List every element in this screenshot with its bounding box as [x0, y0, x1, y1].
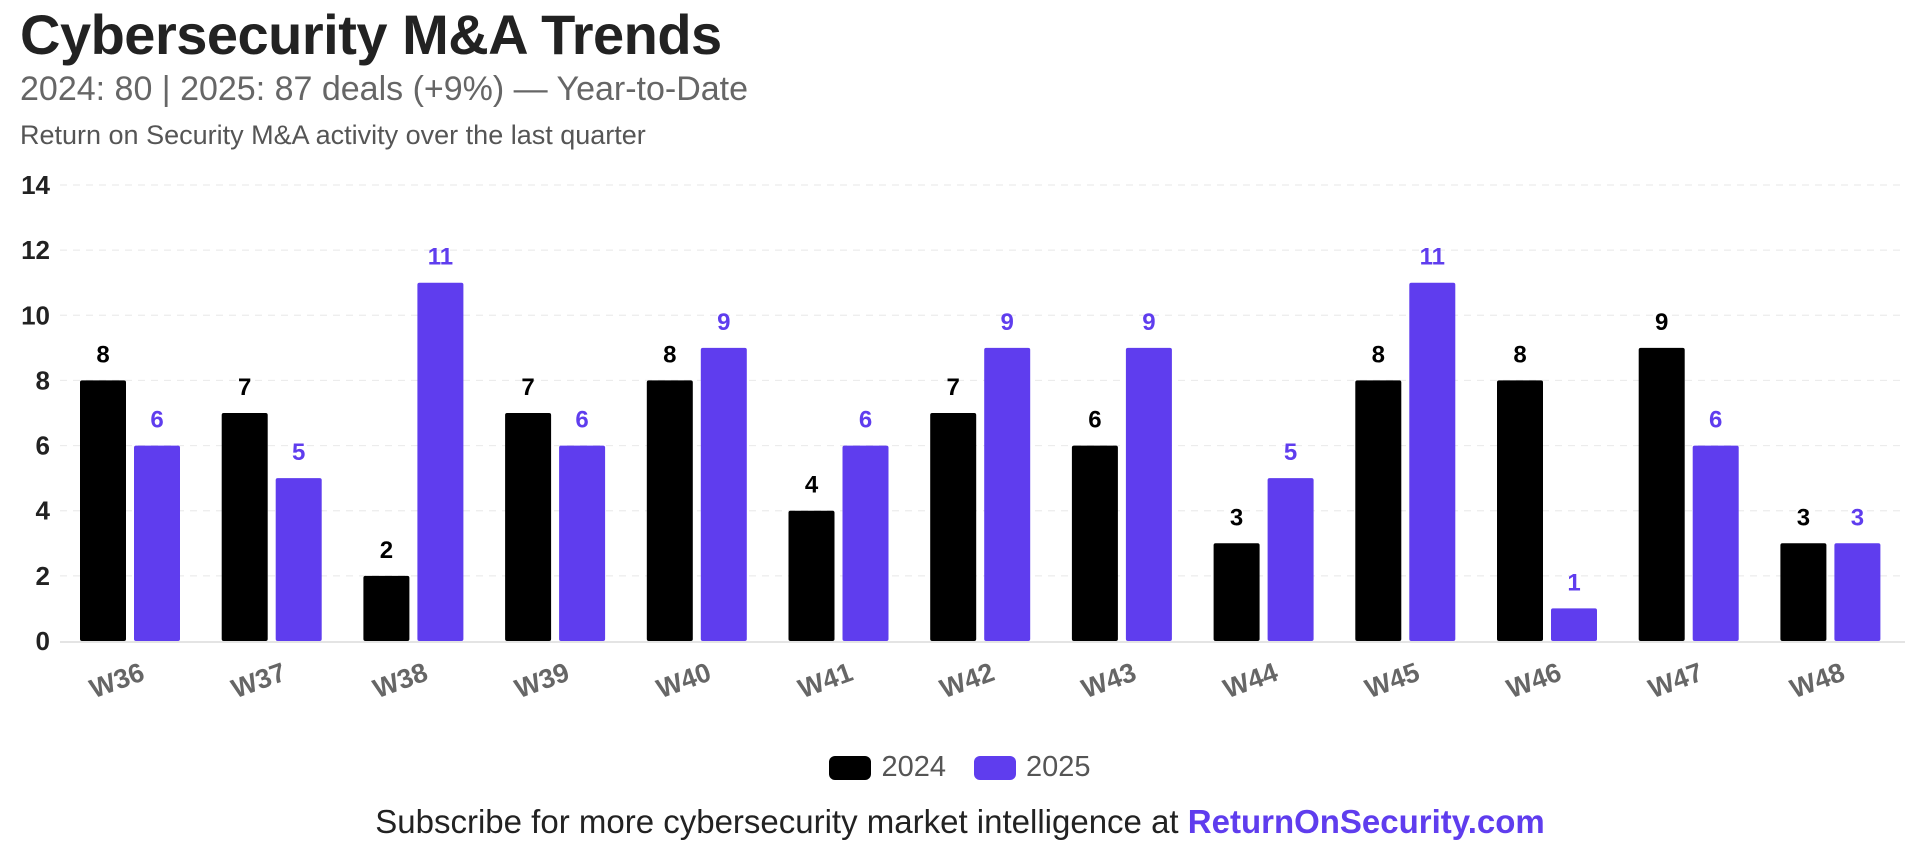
x-tick-label-W37: W37 — [227, 657, 289, 704]
bar-2024-W45[interactable] — [1355, 380, 1402, 641]
data-label-2024-W40: 8 — [663, 341, 676, 368]
data-label-2025-W38: 11 — [428, 244, 453, 271]
legend: 2024 2025 — [0, 751, 1920, 784]
chart-description: Return on Security M&A activity over the… — [20, 120, 646, 150]
footer: Subscribe for more cybersecurity market … — [0, 803, 1920, 841]
bar-2025-W39[interactable] — [559, 445, 606, 641]
data-label-2025-W47: 6 — [1709, 407, 1722, 434]
data-label-2024-W43: 6 — [1088, 407, 1101, 434]
x-tick-label-W36: W36 — [86, 657, 148, 704]
bar-2025-W41[interactable] — [842, 445, 889, 641]
data-label-2024-W39: 7 — [521, 374, 534, 401]
data-label-2025-W43: 9 — [1142, 309, 1155, 336]
x-tick-label-W38: W38 — [369, 657, 431, 704]
bar-2025-W38[interactable] — [417, 282, 464, 641]
bar-2025-W37[interactable] — [275, 478, 322, 641]
bar-2024-W37[interactable] — [221, 413, 268, 641]
x-tick-label-W44: W44 — [1219, 657, 1281, 704]
x-tick-label-W39: W39 — [511, 657, 573, 704]
data-label-2025-W45: 11 — [1420, 244, 1445, 271]
chart-title: Cybersecurity M&A Trends — [20, 3, 722, 66]
bar-2025-W36[interactable] — [134, 445, 180, 641]
bar-2025-W44[interactable] — [1267, 478, 1314, 641]
data-label-2025-W46: 1 — [1567, 569, 1580, 596]
legend-label-2025: 2025 — [1026, 751, 1091, 783]
footer-text: Subscribe for more cybersecurity market … — [375, 803, 1179, 840]
x-tick-label-W47: W47 — [1644, 657, 1706, 704]
data-label-2025-W42: 9 — [1001, 309, 1014, 336]
y-axis-ticks: 0 2 4 6 8 10 12 14 — [21, 170, 50, 656]
x-tick-label-W41: W41 — [794, 657, 856, 704]
data-label-2024-W46: 8 — [1513, 341, 1526, 368]
data-labels: 8 6 7 5 2 11 7 6 8 9 4 6 7 9 6 9 3 5 8 11 8 1 9 6 3 3 — [96, 244, 1864, 597]
data-label-2025-W40: 9 — [717, 309, 730, 336]
x-tick-label-W40: W40 — [653, 657, 715, 704]
chart-subtitle: 2024: 80 | 2025: 87 deals (+9%) — Year-t… — [20, 70, 749, 108]
bars — [80, 282, 1881, 641]
data-label-2024-W44: 3 — [1230, 504, 1243, 531]
y-tick-label: 4 — [36, 496, 51, 526]
legend-swatch-2024 — [829, 755, 872, 780]
y-tick-label: 2 — [36, 561, 50, 591]
y-tick-label: 6 — [36, 431, 50, 461]
data-label-2024-W47: 9 — [1655, 309, 1668, 336]
grid-lines — [60, 184, 1905, 643]
bar-2024-W36[interactable] — [80, 380, 126, 641]
y-tick-label: 10 — [21, 300, 50, 330]
bar-2025-W42[interactable] — [984, 347, 1031, 641]
footer-link[interactable]: ReturnOnSecurity.com — [1187, 803, 1545, 840]
data-label-2025-W44: 5 — [1284, 439, 1297, 466]
data-label-2024-W42: 7 — [947, 374, 960, 401]
x-tick-label-W48: W48 — [1786, 657, 1848, 704]
data-label-2024-W48: 3 — [1797, 504, 1810, 531]
bar-2024-W43[interactable] — [1071, 445, 1118, 641]
bar-2024-W41[interactable] — [788, 510, 835, 641]
legend-item-2024[interactable]: 2024 — [829, 751, 946, 784]
bar-2025-W47[interactable] — [1692, 445, 1739, 641]
x-tick-label-W45: W45 — [1361, 657, 1423, 704]
bar-2024-W40[interactable] — [646, 380, 693, 641]
legend-label-2024: 2024 — [881, 751, 946, 783]
bar-2024-W38[interactable] — [363, 575, 410, 641]
bar-2025-W45[interactable] — [1409, 282, 1456, 641]
bar-2024-W42[interactable] — [930, 413, 977, 641]
x-tick-label-W46: W46 — [1503, 657, 1565, 704]
bar-2025-W48[interactable] — [1834, 543, 1881, 641]
data-label-2025-W48: 3 — [1851, 504, 1864, 531]
bar-2024-W39[interactable] — [505, 413, 552, 641]
bar-2025-W46[interactable] — [1551, 608, 1597, 641]
y-tick-label: 0 — [36, 626, 50, 656]
y-tick-label: 12 — [21, 235, 50, 265]
bar-2025-W43[interactable] — [1125, 347, 1172, 641]
bar-2025-W40[interactable] — [700, 347, 747, 641]
data-label-2024-W41: 4 — [805, 472, 819, 499]
x-axis-ticks: W36 W37 W38 W39 W40 W41 W42 W43 W44 W45 W46 W47 W48 — [86, 657, 1849, 704]
data-label-2025-W37: 5 — [292, 439, 305, 466]
bar-2024-W44[interactable] — [1213, 543, 1260, 641]
data-label-2024-W45: 8 — [1372, 341, 1385, 368]
y-tick-label: 8 — [36, 365, 50, 395]
legend-item-2025[interactable]: 2025 — [974, 751, 1091, 784]
data-label-2025-W39: 6 — [575, 407, 588, 434]
y-tick-label: 14 — [21, 170, 50, 200]
legend-swatch-2025 — [974, 755, 1016, 780]
data-label-2024-W36: 8 — [96, 341, 109, 368]
bar-2024-W48[interactable] — [1780, 543, 1827, 641]
bar-2024-W47[interactable] — [1638, 347, 1685, 641]
x-tick-label-W43: W43 — [1078, 657, 1140, 704]
x-tick-label-W42: W42 — [936, 657, 998, 704]
bar-2024-W46[interactable] — [1497, 380, 1543, 641]
data-label-2024-W37: 7 — [238, 374, 251, 401]
data-label-2025-W36: 6 — [150, 407, 163, 434]
data-label-2025-W41: 6 — [859, 407, 872, 434]
data-label-2024-W38: 2 — [380, 537, 393, 564]
